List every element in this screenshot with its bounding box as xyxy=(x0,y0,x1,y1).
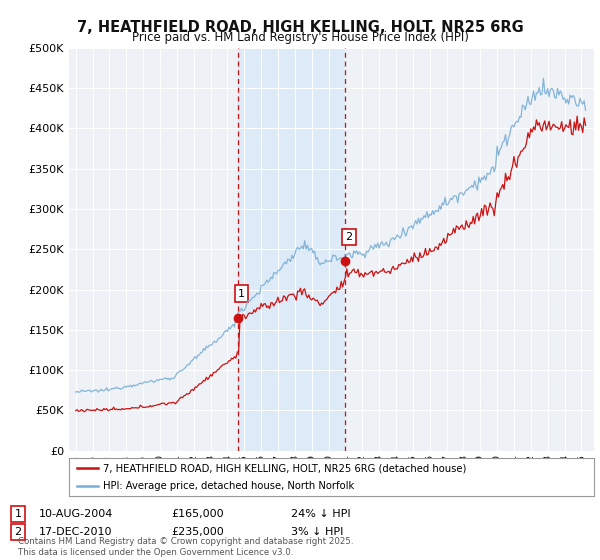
Text: 2: 2 xyxy=(346,232,353,242)
Text: Price paid vs. HM Land Registry's House Price Index (HPI): Price paid vs. HM Land Registry's House … xyxy=(131,31,469,44)
Text: Contains HM Land Registry data © Crown copyright and database right 2025.
This d: Contains HM Land Registry data © Crown c… xyxy=(18,537,353,557)
Text: 24% ↓ HPI: 24% ↓ HPI xyxy=(291,509,350,519)
Text: HPI: Average price, detached house, North Norfolk: HPI: Average price, detached house, Nort… xyxy=(103,482,355,492)
Text: 7, HEATHFIELD ROAD, HIGH KELLING, HOLT, NR25 6RG: 7, HEATHFIELD ROAD, HIGH KELLING, HOLT, … xyxy=(77,20,523,35)
Bar xyxy=(238,48,345,451)
Text: 1: 1 xyxy=(14,509,22,519)
Text: 1: 1 xyxy=(238,288,245,298)
Text: 7, HEATHFIELD ROAD, HIGH KELLING, HOLT, NR25 6RG (detached house): 7, HEATHFIELD ROAD, HIGH KELLING, HOLT, … xyxy=(103,463,467,473)
Text: £165,000: £165,000 xyxy=(171,509,224,519)
Text: 2: 2 xyxy=(14,527,22,537)
Text: £235,000: £235,000 xyxy=(171,527,224,537)
Text: 10-AUG-2004: 10-AUG-2004 xyxy=(39,509,113,519)
Text: 17-DEC-2010: 17-DEC-2010 xyxy=(39,527,113,537)
Text: 3% ↓ HPI: 3% ↓ HPI xyxy=(291,527,343,537)
